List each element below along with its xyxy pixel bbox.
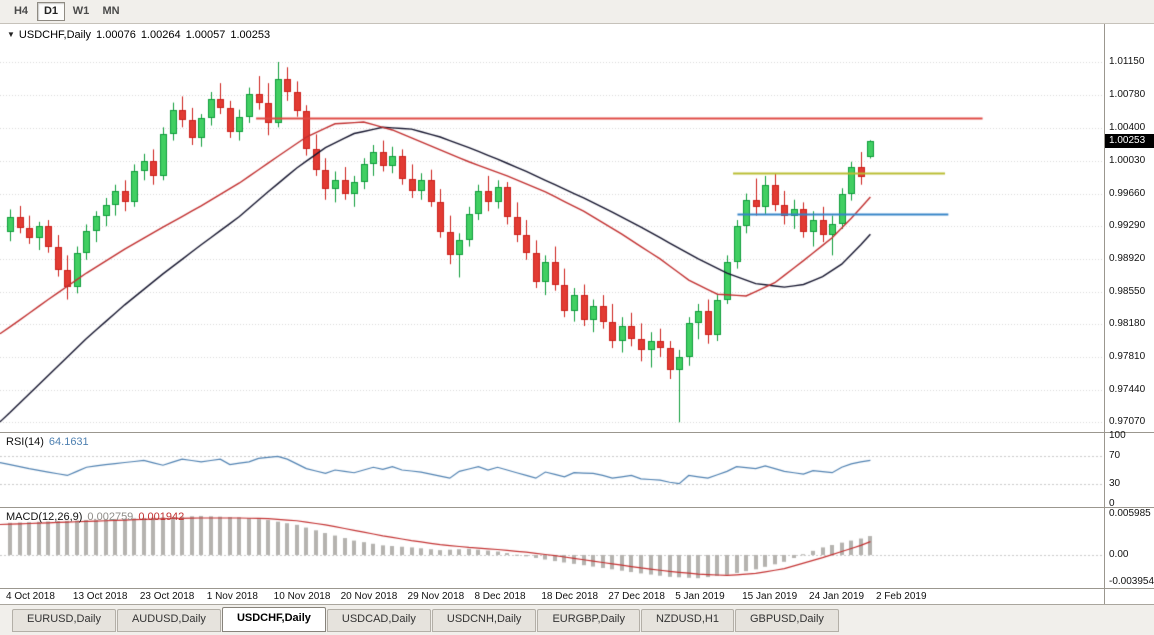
macd-axis-label: 0.00	[1109, 548, 1129, 560]
symbol-dropdown-icon[interactable]: ▼	[7, 30, 15, 39]
price-axis-label: 0.98180	[1109, 318, 1146, 330]
date-axis-label: 27 Dec 2018	[608, 591, 665, 602]
timeframe-button-d1[interactable]: D1	[37, 2, 65, 21]
price-chart-canvas[interactable]	[0, 24, 1104, 432]
ohlc-low: 1.00057	[185, 29, 226, 41]
price-axis-label: 1.00400	[1109, 122, 1146, 134]
rsi-axis-label: 70	[1109, 450, 1121, 462]
price-axis-label: 0.97070	[1109, 416, 1146, 428]
rsi-name: RSI(14)	[6, 436, 44, 448]
date-axis-label: 4 Oct 2018	[6, 591, 55, 602]
price-axis-label: 1.00030	[1109, 154, 1146, 166]
date-axis-label: 18 Dec 2018	[541, 591, 599, 602]
chart-tab-usdcnh[interactable]: USDCNH,Daily	[431, 609, 537, 632]
chart-tab-audusd[interactable]: AUDUSD,Daily	[116, 609, 221, 632]
timeframe-button-h4[interactable]: H4	[7, 2, 35, 21]
chart-tab-usdcad[interactable]: USDCAD,Daily	[326, 609, 431, 632]
chart-tab-gbpusd[interactable]: GBPUSD,Daily	[734, 609, 839, 632]
panel-separator[interactable]	[0, 507, 1154, 508]
chart-tab-eurusd[interactable]: EURUSD,Daily	[12, 609, 116, 632]
time-axis[interactable]: 4 Oct 2018 13 Oct 2018 23 Oct 2018 1 Nov 20…	[0, 589, 1104, 604]
rsi-panel: RSI(14) 64.1631	[0, 433, 1104, 507]
timeframe-toolbar: H4 D1 W1 MN	[0, 0, 1154, 24]
price-panel: ▼ USDCHF,Daily 1.00076 1.00264 1.00057 1.0025…	[0, 24, 1104, 432]
rsi-indicator-label: RSI(14) 64.1631	[6, 436, 94, 448]
macd-signal-value: 0.001942	[138, 511, 185, 523]
rsi-axis-label: 30	[1109, 477, 1121, 489]
price-axis-border	[1104, 24, 1105, 604]
ohlc-open: 1.00076	[96, 29, 136, 41]
date-axis-label: 15 Jan 2019	[742, 591, 798, 602]
price-axis-label: 0.98920	[1109, 252, 1146, 264]
date-axis-label: 8 Dec 2018	[474, 591, 526, 602]
chart-tab-usdchf[interactable]: USDCHF,Daily	[221, 607, 326, 632]
chart-tab-eurgbp[interactable]: EURGBP,Daily	[537, 609, 640, 632]
panel-separator[interactable]	[0, 588, 1154, 589]
price-axis-label: 0.99290	[1109, 220, 1146, 232]
date-axis-label: 1 Nov 2018	[206, 591, 258, 602]
macd-axis-label: -0.003954	[1109, 576, 1154, 587]
date-axis-label: 29 Nov 2018	[407, 591, 465, 602]
date-axis-label: 20 Nov 2018	[340, 591, 398, 602]
current-price-tag: 1.00253	[1105, 134, 1154, 149]
chart-title: ▼ USDCHF,Daily 1.00076 1.00264 1.00057 1.0025…	[7, 29, 275, 41]
price-axis-label: 0.97810	[1109, 350, 1146, 362]
date-axis-label: 13 Oct 2018	[72, 591, 128, 602]
chart-window: ▼ USDCHF,Daily 1.00076 1.00264 1.00057 1.0025…	[0, 24, 1154, 604]
rsi-value: 64.1631	[48, 436, 89, 448]
timeframe-button-w1[interactable]: W1	[67, 2, 95, 21]
chart-tab-nzdusd[interactable]: NZDUSD,H1	[640, 609, 734, 632]
chart-tabbar: EURUSD,Daily AUDUSD,Daily USDCHF,Daily USDC…	[0, 604, 1154, 635]
panel-separator[interactable]	[0, 432, 1154, 433]
price-axis-label: 1.01150	[1109, 55, 1145, 67]
macd-axis-label: 0.005985	[1109, 508, 1151, 519]
date-axis-label: 2 Feb 2019	[875, 591, 927, 602]
date-axis-label: 23 Oct 2018	[139, 591, 195, 602]
symbol-label: USDCHF,Daily	[18, 29, 92, 41]
timeframe-button-mn[interactable]: MN	[97, 2, 125, 21]
macd-panel: MACD(12,26,9) 0.002759 0.001942	[0, 508, 1104, 588]
date-axis-label: 10 Nov 2018	[273, 591, 331, 602]
price-axis-label: 0.98550	[1109, 285, 1146, 297]
date-axis-label: 24 Jan 2019	[809, 591, 865, 602]
price-axis-label: 0.97440	[1109, 383, 1146, 395]
macd-main-value: 0.002759	[87, 511, 134, 523]
macd-name: MACD(12,26,9)	[6, 511, 83, 523]
macd-indicator-label: MACD(12,26,9) 0.002759 0.001942	[6, 511, 189, 523]
price-axis-label: 1.00780	[1109, 88, 1146, 100]
ohlc-high: 1.00264	[140, 29, 181, 41]
date-axis-label: 5 Jan 2019	[675, 591, 725, 602]
macd-canvas[interactable]	[0, 508, 1104, 588]
ohlc-close: 1.00253	[230, 29, 271, 41]
rsi-canvas[interactable]	[0, 433, 1104, 507]
price-axis-label: 0.99660	[1109, 187, 1146, 199]
